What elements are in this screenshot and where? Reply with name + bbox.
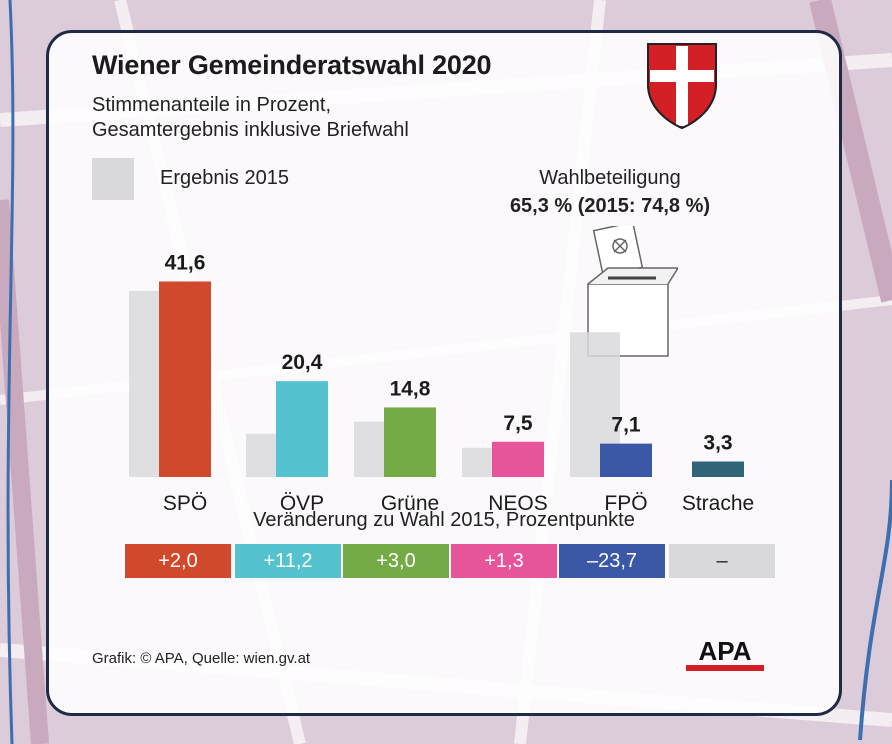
chart-title: Wiener Gemeinderatswahl 2020 [92,50,492,80]
change-box-4: –23,7 [559,544,665,578]
turnout-value: 65,3 % (2015: 74,8 %) [509,195,711,217]
turnout-label: Wahlbeteiligung [539,167,681,189]
change-title: Veränderung zu Wahl 2015, Prozentpunkte [253,509,635,531]
value-label-2: 14,8 [390,377,431,400]
change-box-0: +2,0 [125,544,231,578]
category-label-4: FPÖ [604,492,647,515]
change-box-1: +11,2 [235,544,341,578]
legend-swatch-2015 [92,158,134,200]
category-label-0: SPÖ [163,492,207,515]
bar-2020-5 [692,461,744,477]
value-label-5: 3,3 [703,431,732,454]
subtitle-line-2: Gesamtergebnis inklusive Briefwahl [92,119,409,141]
vienna-coat-of-arms-icon [647,43,717,130]
bar-2020-1 [276,381,328,477]
apa-logo-icon: APA [686,636,764,671]
change-box-3: +1,3 [451,544,557,578]
category-label-3: NEOS [488,492,548,515]
change-box-2: +3,0 [343,544,449,578]
chart-subtitle: Stimmenanteile in Prozent, Gesamtergebni… [92,93,512,143]
source-footer: Grafik: © APA, Quelle: wien.gv.at [92,650,311,667]
category-label-5: Strache [682,492,754,515]
category-label-2: Grüne [381,492,439,515]
value-label-4: 7,1 [611,414,641,437]
change-box-5: – [669,544,775,578]
bar-2020-2 [384,407,436,477]
subtitle-line-1: Stimmenanteile in Prozent, [92,94,332,116]
value-label-1: 20,4 [282,351,323,374]
value-label-3: 7,5 [503,412,533,435]
value-label-0: 41,6 [165,251,206,274]
apa-logo-text: APA [699,636,752,666]
category-label-1: ÖVP [280,492,324,515]
bar-2020-0 [159,281,211,477]
bar-2020-3 [492,441,544,477]
legend-label-2015: Ergebnis 2015 [160,167,289,189]
bar-2020-4 [600,443,652,477]
